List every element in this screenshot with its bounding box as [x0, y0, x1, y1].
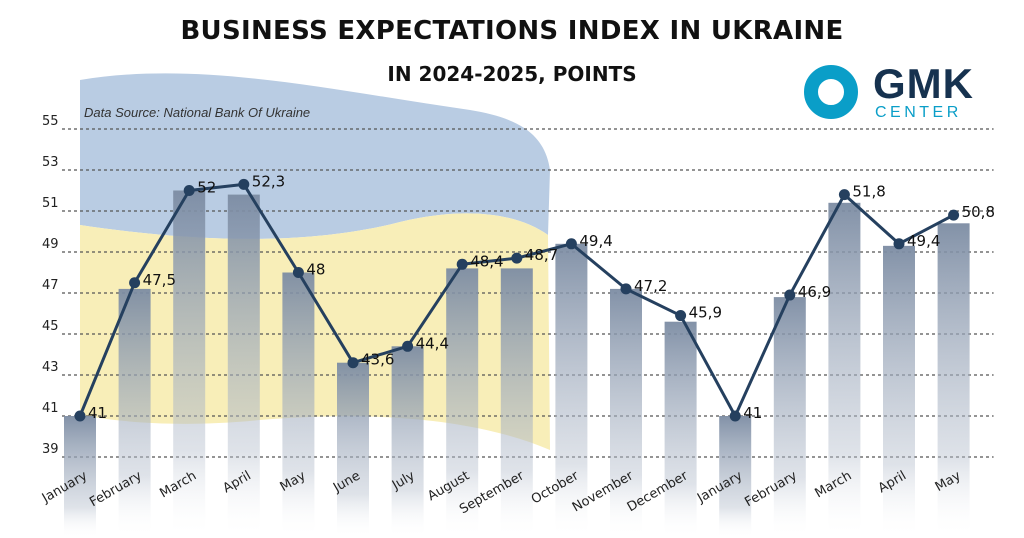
- logo-subtext: CENTER: [875, 104, 962, 121]
- data-label: 48,4: [470, 252, 503, 270]
- data-label: 44,4: [416, 334, 449, 352]
- data-label: 51,8: [852, 183, 885, 201]
- data-labels: 41 47,5 52 52,3 48 43,6 44,4 48,4 48,7 49,4 47,2 45…: [88, 172, 995, 422]
- bar: [337, 362, 369, 538]
- data-label: 49,4: [907, 232, 940, 250]
- data-point: [675, 310, 687, 322]
- data-point: [402, 340, 414, 352]
- data-point: [74, 410, 86, 422]
- data-point: [347, 357, 359, 369]
- y-tick-label: 55: [42, 114, 59, 129]
- data-label: 47,2: [634, 277, 667, 295]
- bar: [118, 288, 151, 538]
- data-point: [292, 267, 304, 278]
- bar: [500, 268, 533, 538]
- data-point: [729, 410, 741, 422]
- data-source: Data Source: National Bank Of Ukraine: [84, 105, 311, 120]
- logo-text: GMK: [873, 60, 974, 107]
- bar: [555, 243, 588, 538]
- data-label: 46,9: [798, 283, 831, 301]
- bar: [773, 297, 806, 538]
- bar: [227, 194, 260, 538]
- data-point: [948, 209, 960, 221]
- bar: [282, 272, 315, 538]
- bar: [610, 288, 642, 538]
- data-label: 52,3: [252, 172, 285, 190]
- data-point: [238, 178, 250, 190]
- y-tick-label: 51: [42, 196, 59, 211]
- data-label: 43,6: [361, 351, 394, 369]
- y-tick-label: 47: [42, 278, 59, 293]
- chart-subtitle: IN 2024-2025, POINTS: [387, 62, 637, 86]
- data-point: [511, 252, 523, 264]
- y-tick-label: 39: [42, 442, 59, 457]
- bar: [64, 416, 96, 538]
- data-label: 41: [88, 404, 107, 422]
- data-label: 49,4: [579, 232, 612, 250]
- bar: [446, 268, 479, 538]
- bar: [937, 223, 970, 538]
- bars: [64, 190, 970, 538]
- data-label: 47,5: [143, 271, 176, 289]
- gmk-center-logo: GMK CENTER: [803, 60, 983, 126]
- bar: [719, 416, 752, 538]
- bar: [883, 245, 915, 538]
- data-point: [565, 238, 577, 250]
- line-series: [74, 178, 960, 422]
- data-point: [456, 258, 468, 270]
- bar: [664, 321, 697, 538]
- y-tick-label: 45: [42, 319, 59, 334]
- data-point: [838, 189, 850, 201]
- data-point: [893, 238, 905, 250]
- y-tick-label: 43: [42, 360, 59, 375]
- bar: [173, 190, 206, 538]
- data-point: [129, 277, 141, 289]
- data-label: 50,8: [962, 203, 995, 221]
- data-label: 41: [743, 404, 762, 422]
- data-label: 45,9: [689, 304, 722, 322]
- bar: [391, 346, 424, 538]
- logo-ring-icon: [804, 65, 858, 119]
- chart-title: BUSINESS EXPECTATIONS INDEX IN UKRAINE: [180, 16, 844, 46]
- data-point: [620, 283, 632, 295]
- bar: [828, 202, 861, 538]
- y-tick-label: 49: [42, 237, 59, 252]
- data-label: 48: [306, 261, 325, 279]
- y-tick-label: 53: [42, 155, 59, 170]
- data-point: [183, 185, 195, 196]
- y-tick-label: 41: [42, 401, 59, 416]
- y-axis-ticks: 39 41 43 45 47 49 51 53 55: [42, 114, 59, 457]
- data-label: 52: [197, 179, 216, 197]
- data-point: [784, 289, 796, 301]
- data-label: 48,7: [525, 246, 558, 264]
